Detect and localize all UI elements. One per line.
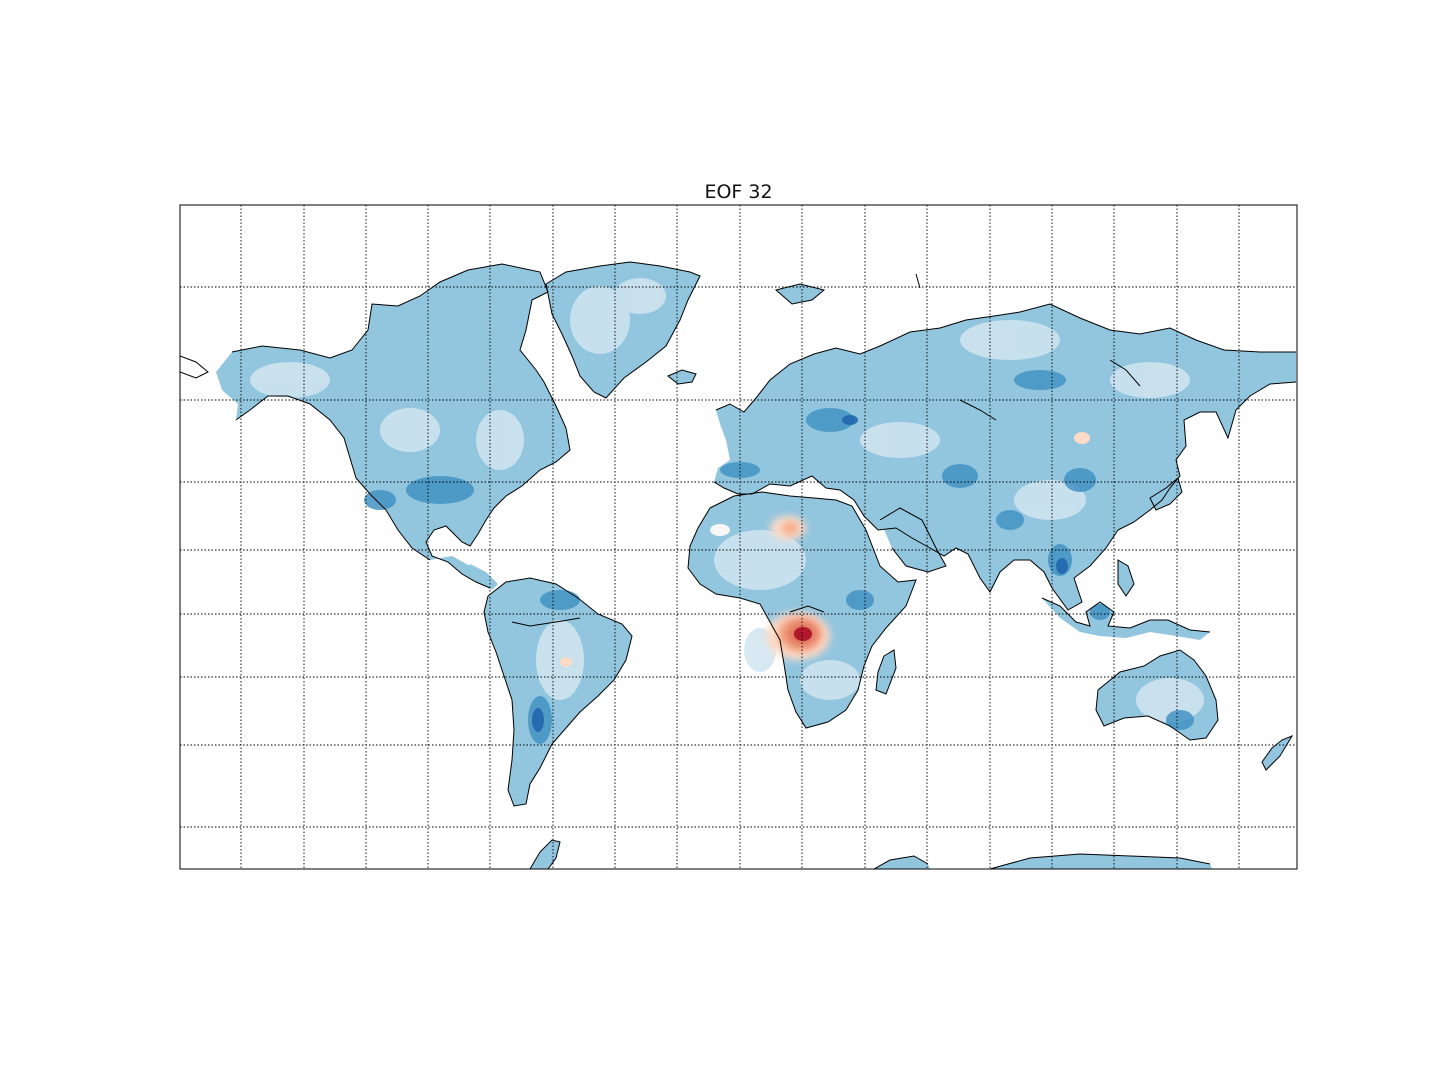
- graticule: [180, 205, 1297, 869]
- contour-blue-variation: [250, 278, 1204, 744]
- arabia-land: [880, 508, 946, 572]
- anomaly-mongolia: [1074, 432, 1090, 444]
- map-frame: [179, 204, 1298, 870]
- new-zealand-land: [1262, 736, 1292, 770]
- philippines-land: [1118, 560, 1134, 596]
- anomaly-south-america: [560, 657, 572, 667]
- anomaly-west-africa: [710, 524, 730, 536]
- map-title: EOF 32: [704, 181, 773, 203]
- contour-positive-anomalies: [560, 432, 1090, 667]
- antarctica-land: [874, 854, 1212, 869]
- indonesia-land: [1042, 598, 1210, 640]
- coastlines: [180, 261, 1297, 869]
- madagascar-land: [876, 650, 896, 694]
- central-america-land: [462, 564, 498, 590]
- anomaly-angola-peak: [794, 627, 812, 641]
- svalbard-land: [776, 284, 824, 304]
- anomaly-sahara-core: [782, 522, 798, 534]
- antarctic-peninsula-land: [530, 840, 560, 869]
